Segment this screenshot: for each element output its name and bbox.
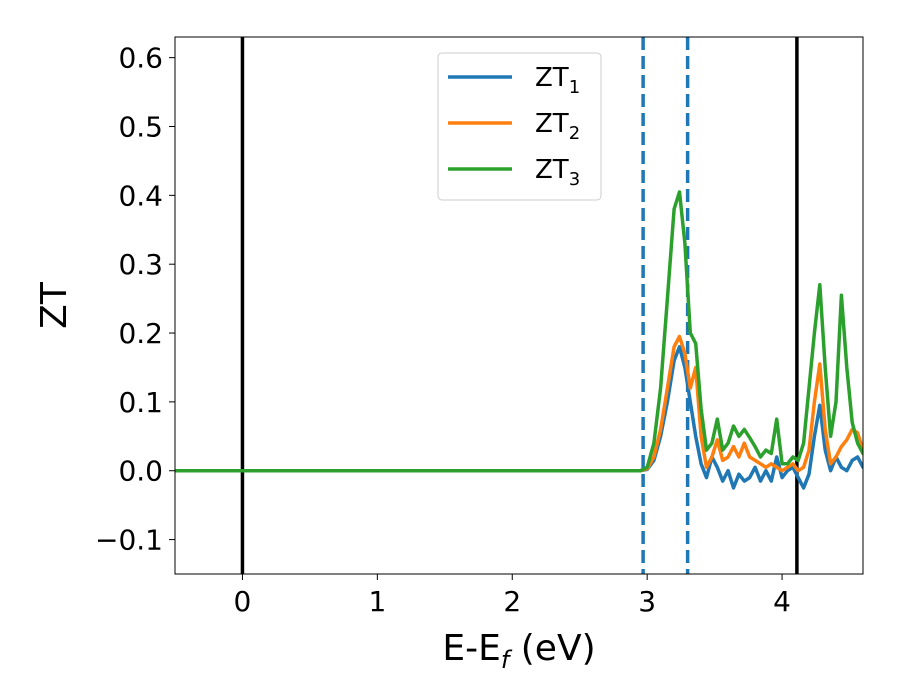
x-tick-label: 2: [503, 585, 521, 618]
series-line-zt2: [175, 334, 863, 473]
x-tick-label: 4: [773, 585, 791, 618]
x-tick-label: 0: [234, 585, 252, 618]
legend-label-zt2: ZT2: [535, 109, 580, 144]
series-line-zt1: [175, 345, 863, 490]
x-tick-label: 1: [368, 585, 386, 618]
x-axis-label: E-Ef (eV): [442, 628, 595, 674]
y-tick-label: 0.0: [118, 455, 163, 488]
axes-frame: [174, 36, 864, 575]
y-axis-label: ZT: [34, 281, 75, 329]
legend: ZT1 ZT2 ZT3: [437, 52, 602, 201]
y-tick-label: 0.2: [118, 317, 163, 350]
series-line-zt3: [175, 190, 863, 473]
y-tick-label: 0.6: [118, 42, 163, 75]
y-tick-label: 0.3: [118, 248, 163, 281]
y-tick-label: 0.5: [118, 111, 163, 144]
legend-label-zt1: ZT1: [535, 63, 580, 98]
y-tick-label: 0.4: [118, 179, 163, 212]
y-tick-label: −0.1: [95, 524, 163, 557]
legend-label-zt3: ZT3: [535, 155, 580, 190]
y-tick-label: 0.1: [118, 386, 163, 419]
legend-box: [437, 52, 602, 201]
x-tick-label: 3: [638, 585, 656, 618]
